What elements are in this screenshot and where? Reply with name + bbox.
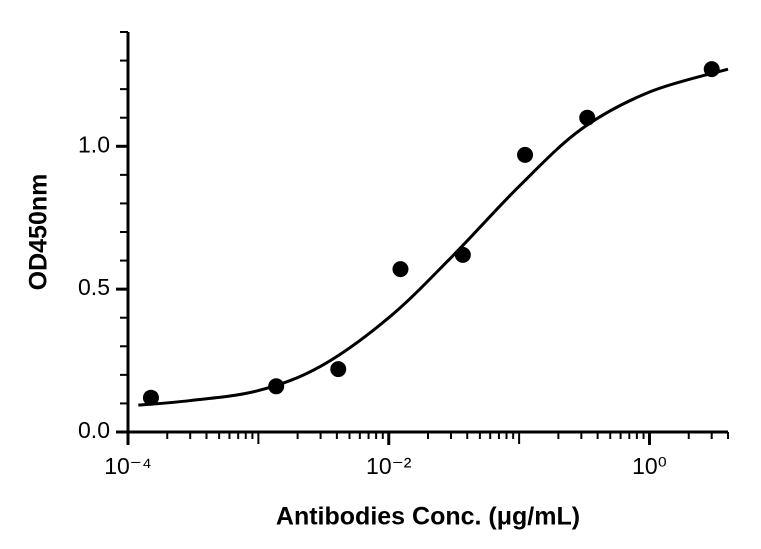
data-point	[392, 261, 409, 278]
x-tick-label: 10⁰	[632, 453, 667, 479]
data-point	[454, 246, 471, 263]
fit-curve	[138, 67, 729, 407]
data-point	[517, 146, 534, 163]
data-point	[142, 389, 159, 406]
y-tick-label: 1.0	[78, 131, 110, 157]
y-tick-label: 0.5	[78, 274, 110, 300]
data-point	[268, 378, 285, 395]
x-tick-label: 10⁻²	[366, 453, 412, 479]
x-axis-title: Antibodies Conc. (μg/mL)	[276, 503, 580, 531]
y-tick-label: 0.0	[78, 417, 110, 443]
y-axis-title: OD450nm	[25, 174, 53, 291]
data-point	[579, 109, 596, 126]
data-point	[330, 361, 347, 378]
data-point	[703, 61, 720, 78]
x-tick-label: 10⁻⁴	[104, 453, 152, 479]
